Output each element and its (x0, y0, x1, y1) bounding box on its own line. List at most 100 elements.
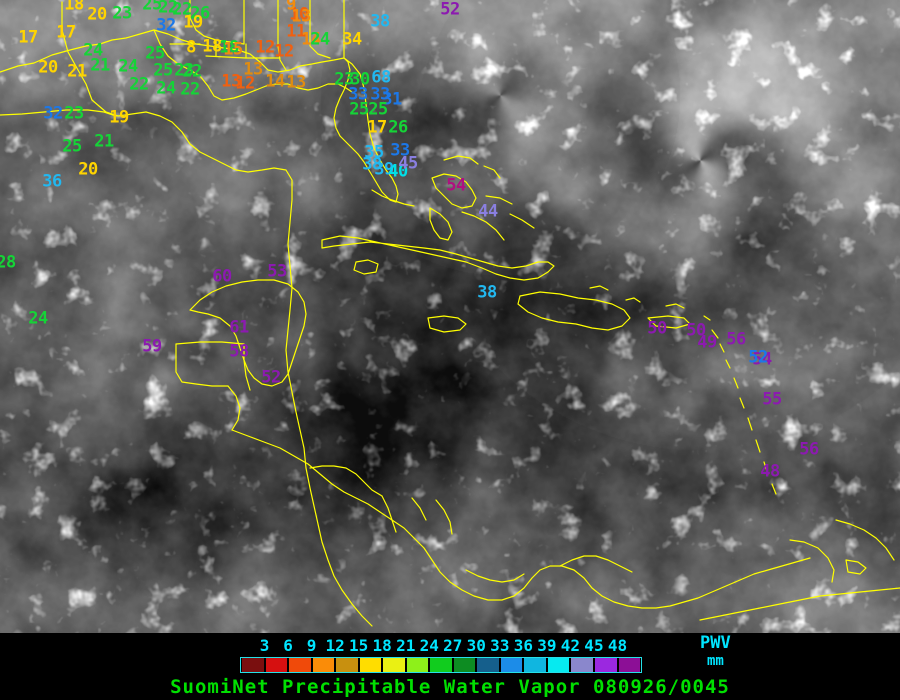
station-pwv-value: 19 (183, 12, 203, 33)
coastline-paths (0, 0, 900, 627)
station-pwv-value: 52 (440, 0, 460, 20)
colorbar-segment (452, 658, 477, 672)
station-pwv-value: 26 (190, 3, 210, 24)
station-pwv-value: 13 (243, 59, 263, 80)
station-pwv-value: 59 (142, 336, 162, 357)
station-pwv-value: 58 (229, 341, 249, 362)
station-pwv-value: 31 (382, 89, 402, 110)
station-pwv-value: 22 (182, 61, 202, 82)
geo-path (381, 495, 397, 533)
station-pwv-value: 21 (90, 55, 110, 76)
station-pwv-value: 17 (56, 22, 76, 43)
station-pwv-value: 25 (368, 99, 388, 120)
colorbar-segment (335, 658, 359, 672)
colorbar-segment (288, 658, 312, 672)
geo-path (483, 165, 501, 179)
geo-path (153, 29, 345, 73)
pwv-label: PWV (700, 633, 731, 653)
station-pwv-value: 22 (172, 0, 192, 20)
geo-path (333, 57, 399, 203)
station-pwv-value: 8 (186, 37, 196, 58)
station-pwv-value: 33 (390, 140, 410, 161)
station-pwv-value: 23 (112, 3, 132, 24)
station-pwv-value: 56 (799, 439, 819, 460)
colorbar-segment (382, 658, 406, 672)
geo-path (431, 173, 477, 209)
geo-path (435, 499, 453, 535)
station-pwv-value: 22 (158, 0, 178, 18)
station-pwv-value: 12 (274, 41, 294, 62)
colorbar-segment (593, 658, 618, 672)
colorbar-tick: 42 (560, 636, 581, 655)
station-pwv-value: 18 (202, 36, 222, 57)
station-pwv-value: 25 (62, 136, 82, 157)
station-pwv-value: 14 (301, 29, 321, 50)
geo-path (845, 559, 867, 575)
station-pwv-value: 18 (219, 37, 239, 58)
colorbar-segment (570, 658, 594, 672)
geo-path (411, 497, 427, 521)
colorbar-segment (405, 658, 430, 672)
station-pwv-value: 32 (43, 103, 63, 124)
station-pwv-value: 61 (229, 317, 249, 338)
station-pwv-value: 38 (477, 282, 497, 303)
colorbar-segment (264, 658, 289, 672)
station-pwv-value: 20 (78, 159, 98, 180)
station-pwv-value: 13 (221, 71, 241, 92)
colorbar-tick: 45 (584, 636, 604, 655)
station-pwv-value: 20 (38, 57, 58, 78)
colorbar-tick: 6 (283, 636, 293, 655)
colorbar-tick-labels: 3 6 9 12 15 18 21 24 27 30 33 36 39 42 45 48 (0, 636, 900, 656)
station-pwv-value: 23 (334, 69, 354, 90)
geo-path (0, 109, 117, 117)
colorbar-tick: 21 (396, 636, 416, 655)
station-pwv-value: 21 (94, 131, 114, 152)
station-pwv-value: 13 (286, 72, 306, 93)
geo-path (461, 211, 505, 241)
station-pwv-value: 53 (267, 261, 287, 282)
geo-path (789, 539, 835, 583)
colorbar-segment (523, 658, 547, 672)
geo-path (739, 397, 745, 409)
station-pwv-value: 23 (174, 60, 194, 81)
station-pwv-value: 54 (752, 349, 772, 370)
station-pwv-value: 13 (291, 6, 311, 27)
geo-path (665, 303, 685, 309)
station-pwv-value: 50 (647, 318, 667, 339)
colorbar-segment (429, 658, 453, 672)
geo-path (703, 315, 711, 321)
colorbar-segment (476, 658, 500, 672)
colorbar-tick: 12 (325, 636, 345, 655)
station-pwv-value: 22 (180, 79, 200, 100)
colorbar-segment (241, 658, 265, 672)
colorbar-segment (499, 658, 524, 672)
geo-path (145, 111, 373, 627)
geo-path (835, 519, 895, 561)
geo-path (517, 291, 631, 331)
geo-path (175, 341, 251, 391)
geo-path (443, 155, 479, 165)
colorbar-tick: 48 (607, 636, 628, 655)
station-pwv-value: 24 (28, 308, 48, 329)
station-pwv-value: 10 (289, 4, 309, 25)
geo-path (747, 417, 753, 431)
geo-path (763, 461, 769, 475)
geo-path (353, 259, 379, 275)
colorbar-tick: 36 (513, 636, 533, 655)
colorbar-tick: 39 (537, 636, 557, 655)
geo-path (231, 429, 811, 609)
station-pwv-value: 50 (686, 320, 706, 341)
station-pwv-value: 55 (762, 389, 782, 410)
station-pwv-value: 38 (362, 154, 382, 175)
colorbar-tick: 3 (259, 636, 270, 655)
station-pwv-value: 52 (748, 347, 768, 368)
station-pwv-value: 36 (42, 171, 62, 192)
product-caption: SuomiNet Precipitable Water Vapor 080926… (170, 676, 730, 698)
station-pwv-value: 68 (371, 67, 391, 88)
station-pwv-value: 26 (388, 117, 408, 138)
colorbar-tick: 9 (306, 636, 317, 655)
station-pwv-value: 45 (398, 153, 418, 174)
geo-path (309, 0, 331, 59)
station-pwv-value: 19 (109, 107, 129, 128)
legend-panel: 3 6 9 12 15 18 21 24 27 30 33 36 39 42 45 48 PWV mm Suo… (0, 633, 900, 700)
